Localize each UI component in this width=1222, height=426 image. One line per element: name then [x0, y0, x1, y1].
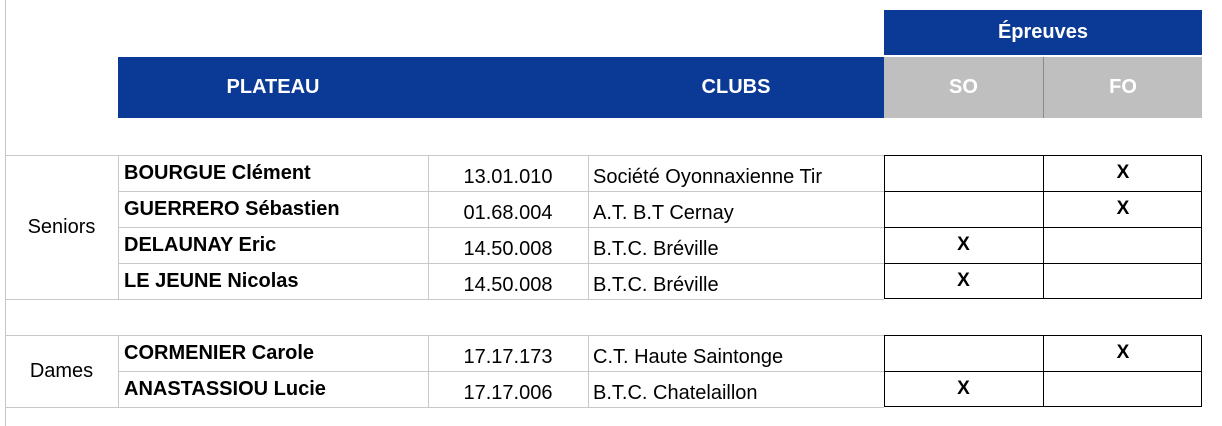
shooter-name: LE JEUNE Nicolas	[124, 269, 299, 292]
category-dames: Dames	[5, 335, 118, 407]
gridline	[5, 407, 884, 408]
gridline	[118, 263, 884, 264]
gridline	[5, 299, 884, 300]
club-name: A.T. B.T Cernay	[593, 201, 734, 224]
licence-number: 17.17.173	[463, 345, 553, 368]
so-mark	[884, 155, 1043, 191]
shooter-name: CORMENIER Carole	[124, 341, 315, 364]
main-header-band	[118, 57, 884, 118]
licence-number: 14.50.008	[463, 273, 553, 296]
club-name: B.T.C. Bréville	[593, 237, 719, 260]
sheet-left-edge	[5, 0, 6, 426]
shooter-name: ANASTASSIOU Lucie	[124, 377, 326, 400]
category-label: Dames	[29, 359, 94, 382]
category-label: Seniors	[27, 215, 96, 238]
licence-number: 13.01.010	[463, 165, 553, 188]
licence-number: 01.68.004	[463, 201, 553, 224]
club-name: C.T. Haute Saintonge	[593, 345, 784, 368]
licence-number: 17.17.006	[463, 381, 553, 404]
fo-mark	[1044, 227, 1202, 263]
fo-mark: X	[1116, 198, 1130, 219]
epreuves-header: Épreuves	[884, 10, 1202, 55]
shooter-name: DELAUNAY Eric	[124, 233, 277, 256]
clubs-header: CLUBS	[588, 57, 884, 118]
gridline	[118, 191, 884, 192]
gridline	[118, 227, 884, 228]
fo-label: FO	[1109, 76, 1137, 98]
gridline	[588, 155, 589, 299]
licence-number: 14.50.008	[463, 237, 553, 260]
gridline	[588, 335, 589, 407]
club-name: Société Oyonnaxienne Tir	[593, 165, 823, 188]
gridline	[428, 155, 429, 299]
so-mark: X	[957, 378, 970, 399]
gridline	[5, 335, 884, 336]
plateau-label: PLATEAU	[226, 76, 320, 98]
events-row-line	[884, 371, 1202, 372]
gridline	[118, 155, 119, 299]
gridline	[428, 335, 429, 407]
clubs-label: CLUBS	[701, 76, 771, 98]
events-row-line	[884, 263, 1202, 264]
so-header: SO	[884, 57, 1043, 118]
fo-mark: X	[1116, 342, 1130, 363]
fo-mark	[1044, 263, 1202, 299]
so-label: SO	[949, 76, 978, 98]
plateau-header: PLATEAU	[118, 57, 428, 118]
gridline	[5, 155, 884, 156]
category-seniors: Seniors	[5, 155, 118, 299]
so-mark	[884, 335, 1043, 371]
club-name: B.T.C. Chatelaillon	[593, 381, 758, 404]
so-mark: X	[957, 270, 970, 291]
so-mark	[884, 191, 1043, 227]
so-fo-divider	[1043, 57, 1044, 118]
shooter-name: GUERRERO Sébastien	[124, 197, 340, 220]
events-row-line	[884, 191, 1202, 192]
events-row-line	[884, 227, 1202, 228]
gridline	[118, 371, 884, 372]
epreuves-label: Épreuves	[997, 21, 1089, 43]
shooter-name: BOURGUE Clément	[124, 161, 311, 184]
so-mark: X	[957, 234, 970, 255]
fo-mark	[1044, 371, 1202, 407]
gridline	[118, 335, 119, 407]
club-name: B.T.C. Bréville	[593, 273, 719, 296]
fo-mark: X	[1116, 162, 1130, 183]
fo-header: FO	[1044, 57, 1202, 118]
